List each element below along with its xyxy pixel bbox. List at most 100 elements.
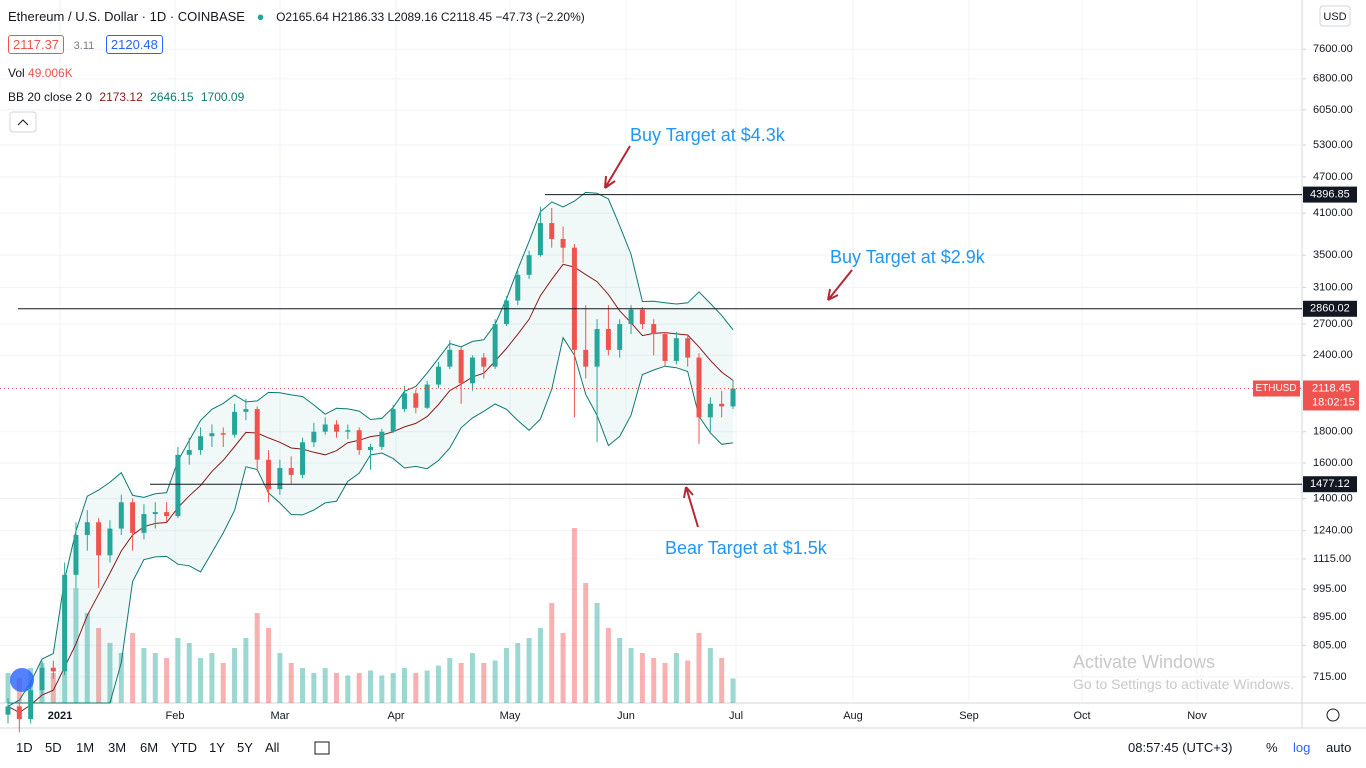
level-tag bbox=[1303, 186, 1357, 203]
volume-bar bbox=[5, 673, 11, 703]
candle-body bbox=[458, 349, 464, 384]
range-button[interactable]: 6M bbox=[140, 740, 159, 755]
candle-body bbox=[583, 349, 589, 367]
candle-body bbox=[198, 436, 204, 451]
candle-body bbox=[254, 409, 260, 460]
volume-bar bbox=[243, 638, 249, 703]
candle-body bbox=[696, 357, 702, 418]
volume-bar bbox=[118, 653, 124, 703]
x-tick-label: 2021 bbox=[48, 710, 72, 722]
percent-toggle[interactable]: % bbox=[1266, 740, 1278, 755]
volume-bar bbox=[458, 663, 464, 703]
volume-bar bbox=[266, 628, 272, 703]
ohlc: O2165.64 H2186.33 L2089.16 C2118.45 −47.… bbox=[276, 10, 585, 24]
volume-bar bbox=[232, 648, 238, 703]
bb-label: BB 20 close 2 0 bbox=[8, 90, 93, 104]
volume-bar bbox=[186, 643, 192, 703]
y-tick-label: 4100.00 bbox=[1313, 207, 1353, 219]
x-tick-label: Aug bbox=[843, 710, 863, 722]
candle-body bbox=[571, 247, 577, 350]
candle-body bbox=[639, 309, 645, 325]
volume-bar bbox=[696, 633, 702, 703]
y-tick-label: 1240.00 bbox=[1313, 525, 1353, 537]
legend-title: Ethereum / U.S. Dollar · 1D · COINBASE ●… bbox=[8, 9, 585, 24]
settings-icon[interactable] bbox=[1326, 708, 1340, 722]
vol-value: 49.006K bbox=[28, 66, 73, 80]
annotation-arrows bbox=[604, 145, 853, 528]
candle-body bbox=[209, 433, 215, 437]
candle-body bbox=[5, 706, 11, 715]
level-label: 1477.12 bbox=[1310, 478, 1350, 490]
y-tick-label: 895.00 bbox=[1313, 611, 1347, 623]
currency-box[interactable] bbox=[1319, 5, 1351, 27]
volume-bar bbox=[492, 660, 498, 703]
candle-body bbox=[277, 468, 283, 490]
collapse-button[interactable] bbox=[9, 111, 37, 133]
volume-legend: Vol 49.006K bbox=[8, 66, 73, 80]
range-button[interactable]: 1D bbox=[16, 740, 33, 755]
candle-body bbox=[730, 388, 736, 407]
y-tick-label: 995.00 bbox=[1313, 583, 1347, 595]
volume-bar bbox=[50, 673, 56, 703]
candle-body bbox=[322, 424, 328, 432]
candle-body bbox=[424, 384, 430, 408]
candle-body bbox=[435, 366, 441, 385]
candle-body bbox=[220, 433, 226, 435]
candle-body bbox=[130, 502, 136, 533]
volume-bar bbox=[583, 583, 589, 703]
x-tick-label: Mar bbox=[271, 710, 290, 722]
bb-upper bbox=[7, 191, 734, 707]
range-button[interactable]: 1M bbox=[76, 740, 95, 755]
y-tick-label: 3100.00 bbox=[1313, 281, 1353, 293]
vol-label: Vol bbox=[8, 66, 25, 80]
bb-legend: BB 20 close 2 0 2173.12 2646.15 1700.09 bbox=[8, 90, 244, 104]
ask[interactable]: 2120.48 bbox=[105, 35, 163, 54]
range-button[interactable]: 1Y bbox=[209, 740, 225, 755]
symbol: Ethereum / U.S. Dollar · 1D · COINBASE bbox=[8, 9, 245, 24]
volume-bar bbox=[628, 648, 634, 703]
x-tick-label: Jul bbox=[729, 710, 743, 722]
candle-body bbox=[356, 430, 362, 451]
x-tick-label: Jun bbox=[617, 710, 635, 722]
volume-bar bbox=[73, 588, 79, 703]
y-tick-label: 7600.00 bbox=[1313, 43, 1353, 55]
volume-bar bbox=[707, 648, 713, 703]
candle-body bbox=[334, 424, 340, 432]
candle-body bbox=[152, 512, 158, 515]
date-range-icon[interactable] bbox=[314, 741, 330, 755]
symbol-label: ETHUSD bbox=[1255, 383, 1296, 394]
range-button[interactable]: 5D bbox=[45, 740, 62, 755]
symbol-tag bbox=[1253, 380, 1300, 397]
volume-bar bbox=[220, 663, 226, 703]
candle-body bbox=[186, 450, 192, 455]
range-button[interactable]: 3M bbox=[108, 740, 127, 755]
candle-body bbox=[345, 430, 351, 432]
range-button[interactable]: All bbox=[265, 740, 280, 755]
volume-bar bbox=[413, 673, 419, 703]
candle-body bbox=[118, 502, 124, 529]
volume-bar bbox=[651, 658, 657, 703]
y-tick-label: 5300.00 bbox=[1313, 139, 1353, 151]
candle-body bbox=[266, 459, 272, 490]
y-tick-label: 715.00 bbox=[1313, 671, 1347, 683]
candles bbox=[5, 206, 736, 733]
volume-bar bbox=[481, 663, 487, 703]
bb-basis bbox=[7, 263, 734, 714]
x-tick-label: Feb bbox=[166, 710, 185, 722]
x-tick-label: Nov bbox=[1187, 710, 1207, 722]
level-label: 2860.02 bbox=[1310, 303, 1350, 315]
status-dot: ● bbox=[256, 9, 265, 24]
range-button[interactable]: YTD bbox=[171, 740, 197, 755]
bid[interactable]: 2117.37 bbox=[8, 35, 65, 54]
volume-bar bbox=[424, 670, 430, 703]
auto-toggle[interactable]: auto bbox=[1326, 740, 1352, 755]
volume-bar bbox=[730, 678, 736, 703]
volume-bar bbox=[254, 613, 260, 703]
volume-bar bbox=[447, 658, 453, 703]
logo bbox=[10, 668, 34, 692]
range-button[interactable]: 5Y bbox=[237, 740, 253, 755]
y-tick-label: 1115.00 bbox=[1313, 553, 1351, 565]
volume-bar bbox=[594, 603, 600, 703]
log-toggle[interactable]: log bbox=[1293, 740, 1311, 755]
volume-bar bbox=[390, 673, 396, 703]
